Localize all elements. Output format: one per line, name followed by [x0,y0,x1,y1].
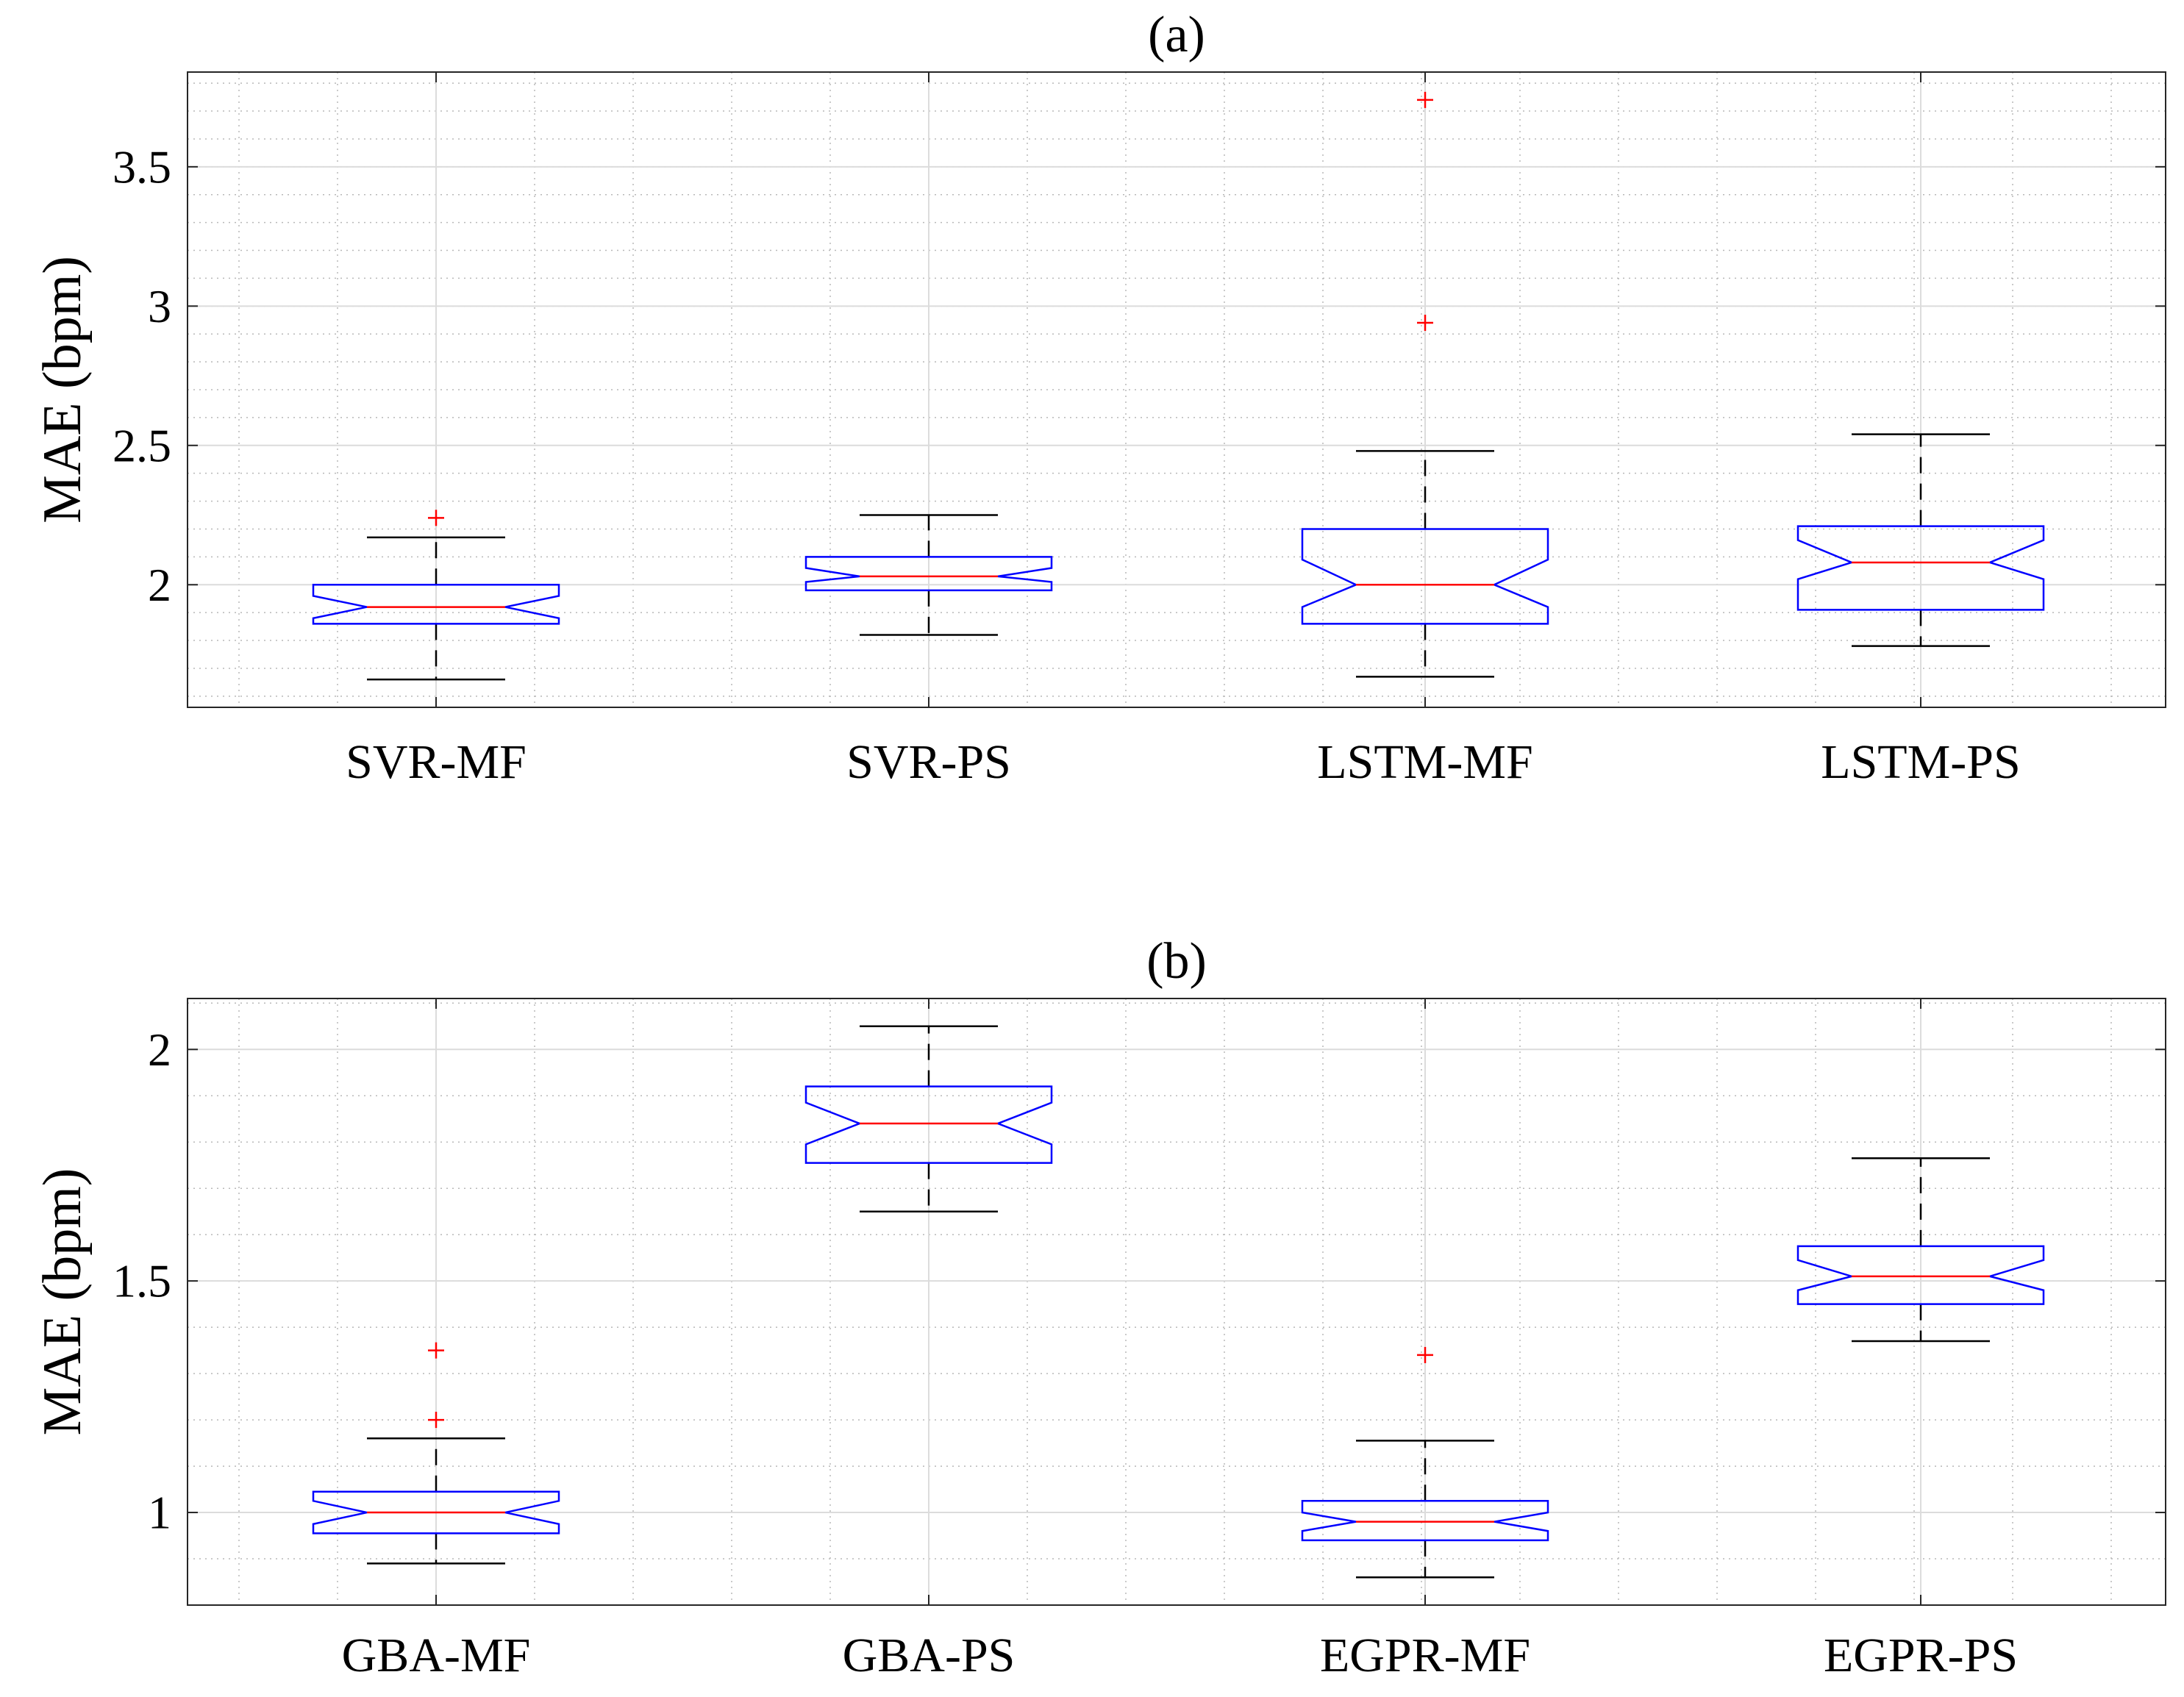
category-label: GBA-PS [843,1629,1016,1682]
box-body [804,1085,1053,1164]
box-body [1796,525,2045,611]
axes-frame-a [187,71,2166,708]
category-label: LSTM-MF [1317,735,1532,789]
category-label: EGPR-MF [1320,1629,1530,1682]
y-tick-label: 1 [148,1487,171,1539]
outlier-marker [428,1412,444,1429]
y-axis-label-b: MAE (bpm) [32,1168,93,1436]
box-body [312,584,560,625]
panel-a: (a) MAE (bpm) 2 2.5 3 3.5 SVR-MF SVR-PS LSTM-… [32,7,2166,789]
y-tick-label: 2.5 [113,419,171,471]
category-label: SVR-PS [846,735,1011,789]
box-egpr-mf [1301,1346,1549,1579]
category-label: SVR-MF [346,735,527,789]
box-egpr-ps [1796,1157,2045,1343]
outlier-marker [428,510,444,526]
chart-title-b: (b) [1146,933,1207,990]
outlier-marker [428,1342,444,1359]
y-tick-label: 1.5 [113,1255,171,1307]
y-tick-label: 3 [148,280,171,332]
chart-title-a: (a) [1148,7,1205,63]
y-tick-label: 2 [148,1023,171,1076]
outlier-marker [1417,315,1433,332]
box-body [1301,1500,1549,1542]
box-body [312,1490,560,1535]
outlier-marker [1417,1346,1433,1363]
box-body [1796,1245,2045,1305]
box-svr-ps [804,514,1053,636]
outlier-marker [1417,91,1433,108]
y-tick-label: 2 [148,559,171,611]
axes-frame-b [187,998,2166,1606]
y-tick-label: 3.5 [113,140,171,193]
category-label: LSTM-PS [1821,735,2020,789]
y-axis-label-a: MAE (bpm) [32,256,93,524]
box-lstm-mf [1301,91,1549,678]
box-gba-mf [312,1342,560,1565]
box-body [1301,528,1549,625]
box-lstm-ps [1796,433,2045,647]
category-label: GBA-MF [342,1629,531,1682]
box-gba-ps [804,1025,1053,1212]
category-label: EGPR-PS [1824,1629,2018,1682]
box-body [804,556,1053,592]
panel-b: (b) MAE (bpm) 1 1.5 2 GBA-MF GBA-PS EGPR-MF E… [32,933,2166,1682]
box-svr-mf [312,510,560,681]
